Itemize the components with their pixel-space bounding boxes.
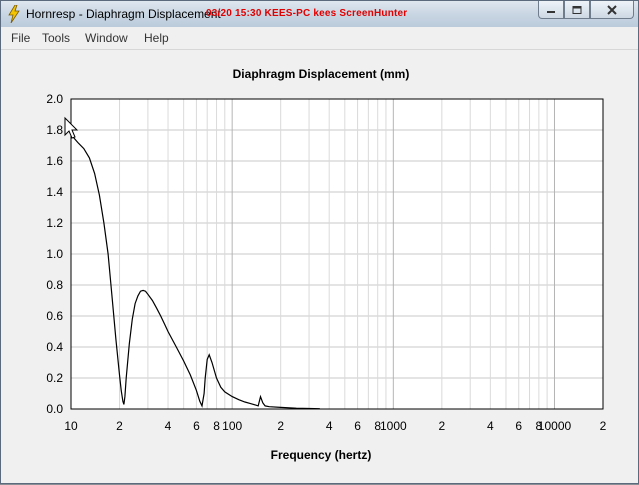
- y-tick-label: 0.0: [46, 402, 63, 416]
- minimize-button[interactable]: [538, 1, 564, 19]
- y-tick-label: 0.8: [46, 278, 63, 292]
- minimize-icon: [547, 10, 555, 13]
- x-tick-label: 4: [487, 419, 494, 433]
- menu-bar: File Tools Window Help: [1, 28, 638, 50]
- x-tick-label: 10000: [538, 419, 572, 433]
- y-tick-label: 1.8: [46, 123, 63, 137]
- maximize-button[interactable]: [564, 1, 590, 19]
- x-tick-label: 2: [438, 419, 445, 433]
- menu-window[interactable]: Window: [85, 31, 128, 45]
- window-title: Hornresp - Diaphragm Displacement: [26, 7, 221, 21]
- displacement-chart: Diaphragm Displacement (mm) 0.0 0.2 0.4 0.6…: [46, 67, 606, 462]
- x-tick-label: 1000: [380, 419, 407, 433]
- y-tick-label: 0.6: [46, 309, 63, 323]
- y-tick-label: 2.0: [46, 92, 63, 106]
- maximize-icon: [572, 5, 582, 14]
- close-button[interactable]: [590, 1, 634, 19]
- displacement-curve: [70, 134, 320, 410]
- x-tick-label: 2: [116, 419, 123, 433]
- menu-file[interactable]: File: [11, 31, 31, 45]
- chart-area: Diaphragm Displacement (mm) 0.0 0.2 0.4 0.6…: [5, 50, 634, 480]
- title-bar[interactable]: Hornresp - Diaphragm Displacement 03/20 …: [1, 1, 638, 27]
- plot-frame: [70, 98, 604, 410]
- x-tick-label: 2: [277, 419, 284, 433]
- lightning-app-icon: [8, 5, 20, 23]
- menu-help[interactable]: Help: [144, 31, 169, 45]
- x-tick-label: 8: [536, 419, 543, 433]
- y-tick-label: 0.4: [46, 340, 63, 354]
- y-tick-label: 0.2: [46, 371, 63, 385]
- y-tick-labels: 0.0 0.2 0.4 0.6 0.8 1.0 1.2 1.4 1.6 1.8 2.0: [46, 92, 63, 416]
- x-tick-label: 6: [193, 419, 200, 433]
- y-tick-label: 1.0: [46, 247, 63, 261]
- screenhunter-overlay: 03/20 15:30 KEES-PC kees ScreenHunter: [206, 8, 408, 19]
- close-icon: [607, 4, 617, 15]
- x-tick-label: 6: [354, 419, 361, 433]
- x-tick-label: 10: [64, 419, 78, 433]
- y-tick-label: 1.2: [46, 216, 63, 230]
- x-tick-label: 8: [213, 419, 220, 433]
- x-tick-label: 4: [165, 419, 172, 433]
- x-tick-label: 6: [515, 419, 522, 433]
- y-tick-label: 1.6: [46, 154, 63, 168]
- chart-title: Diaphragm Displacement (mm): [233, 67, 410, 81]
- menu-tools[interactable]: Tools: [42, 31, 71, 45]
- x-tick-label: 8: [374, 419, 381, 433]
- x-axis-label: Frequency (hertz): [271, 448, 372, 462]
- x-tick-label: 4: [326, 419, 333, 433]
- x-tick-label: 100: [222, 419, 242, 433]
- mouse-cursor-icon: [64, 116, 79, 139]
- y-tick-label: 1.4: [46, 185, 63, 199]
- x-tick-label: 2: [600, 419, 607, 433]
